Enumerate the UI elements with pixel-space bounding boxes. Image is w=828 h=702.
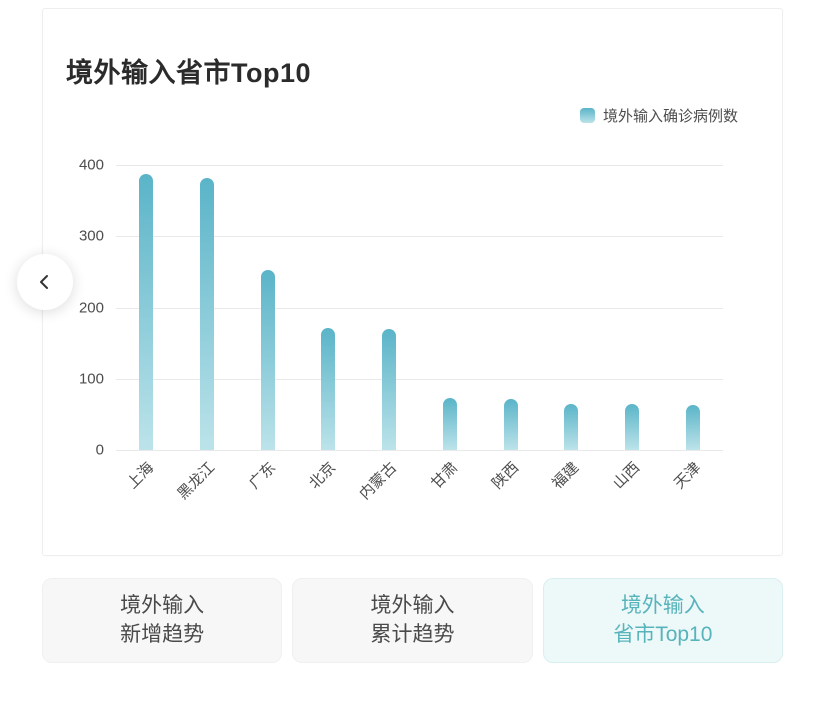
tab-label-line: 境外输入: [620, 594, 705, 618]
legend-label: 境外输入确诊病例数: [602, 108, 738, 125]
bar-上海[interactable]: [139, 174, 154, 450]
legend-marker-icon: [579, 108, 595, 123]
bar-福建[interactable]: [564, 404, 579, 450]
x-axis-label-甘肃: 甘肃: [427, 459, 462, 493]
x-axis-label-北京: 北京: [306, 459, 340, 493]
y-axis-tick-200: 200: [78, 299, 104, 316]
bar-山西[interactable]: [624, 404, 639, 450]
gridline-0: [116, 450, 723, 451]
bar-黑龙江[interactable]: [200, 177, 215, 450]
bar-广东[interactable]: [260, 270, 275, 450]
x-axis-label-内蒙古: 内蒙古: [356, 459, 401, 503]
tab-label-line: 省市Top10: [613, 622, 713, 646]
tab-imported-new-trend[interactable]: 境外输入 新增趋势: [42, 578, 283, 663]
chart-tab-bar: 境外输入 新增趋势 境外输入 累计趋势 境外输入 省市Top10: [42, 578, 783, 663]
y-axis-tick-300: 300: [78, 227, 104, 245]
tab-imported-province-top10[interactable]: 境外输入 省市Top10: [542, 578, 783, 663]
x-axis-label-陕西: 陕西: [488, 459, 522, 493]
gridline-200: [116, 307, 723, 309]
y-axis-tick-100: 100: [78, 370, 104, 388]
bar-天津[interactable]: [685, 405, 700, 450]
chevron-left-icon: [34, 271, 56, 293]
x-axis-label-广东: 广东: [245, 459, 279, 493]
legend: 境外输入确诊病例数: [579, 105, 738, 126]
tab-label-line: 境外输入: [120, 594, 205, 618]
x-axis-label-福建: 福建: [549, 459, 583, 493]
page-title: 境外输入省市Top10: [66, 58, 312, 88]
x-axis-label-天津: 天津: [670, 459, 704, 493]
bar-甘肃[interactable]: [442, 398, 457, 450]
gridline-100: [116, 378, 723, 380]
previous-chart-button[interactable]: [17, 254, 73, 310]
bar-北京[interactable]: [321, 328, 336, 450]
bar-陕西[interactable]: [503, 398, 518, 450]
tab-label-line: 累计趋势: [370, 622, 455, 646]
plot-area: 0 100 200 300 400 上海 黑龙江 广东 北京 内蒙古 甘肃 陕西 福建 山西 天津: [79, 157, 723, 503]
gridline-400: [116, 165, 723, 166]
tab-label-line: 新增趋势: [120, 622, 205, 646]
bar-内蒙古[interactable]: [382, 328, 397, 450]
y-axis-tick-400: 400: [78, 156, 104, 174]
x-axis-label-山西: 山西: [609, 459, 644, 493]
tab-label-line: 境外输入: [370, 594, 455, 618]
x-axis-label-黑龙江: 黑龙江: [174, 459, 219, 503]
gridline-300: [116, 236, 723, 238]
tab-imported-cumulative-trend[interactable]: 境外输入 累计趋势: [292, 578, 533, 663]
chart-panel: 境外输入省市Top10 境外输入确诊病例数 0 100 200 300 400 上海 黑龙江…: [42, 8, 783, 556]
y-axis-tick-0: 0: [95, 441, 104, 459]
x-axis-label-上海: 上海: [124, 459, 158, 493]
